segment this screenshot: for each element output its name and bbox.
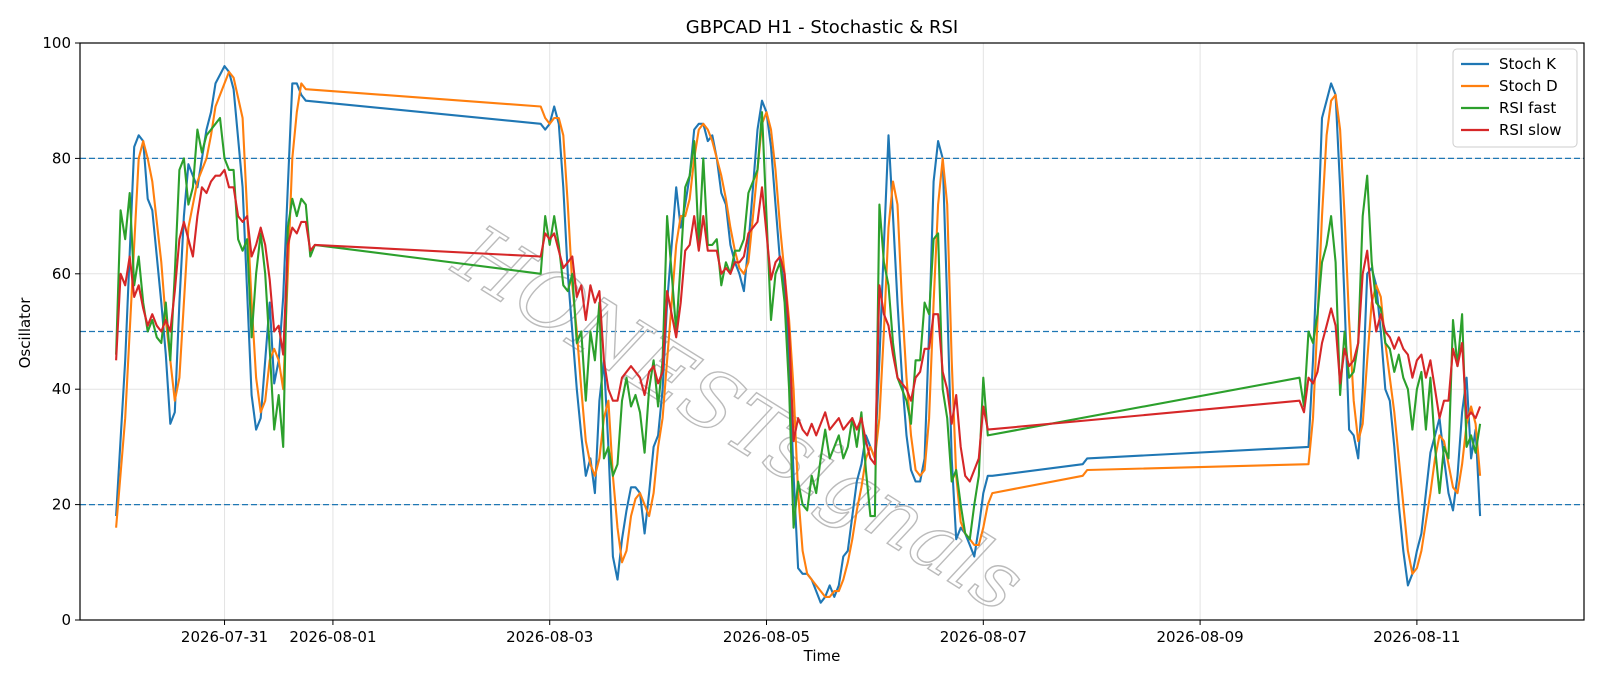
y-tick-label: 60: [52, 265, 71, 283]
legend-label: RSI fast: [1499, 99, 1556, 117]
axis-ticks: 0 20 40 60 80 100 2026-07-31 2026-08-01 2026-08-…: [42, 34, 1460, 646]
legend-box: [1452, 48, 1578, 148]
series-line-rsi-fast: [115, 111, 1482, 541]
legend: Stoch K Stoch D RSI fast RSI slow: [1452, 48, 1578, 148]
reference-lines: [80, 157, 1584, 506]
legend-label: Stoch K: [1499, 55, 1557, 73]
x-tick-label: 2026-08-11: [1373, 628, 1460, 646]
x-axis-label: Time: [803, 647, 841, 665]
y-tick-label: 100: [42, 34, 71, 52]
x-tick-label: 2026-07-31: [181, 628, 268, 646]
chart-title: GBPCAD H1 - Stochastic & RSI: [686, 17, 958, 38]
series-line-rsi-slow: [115, 168, 1482, 483]
y-tick-label: 20: [52, 496, 71, 514]
legend-label: RSI slow: [1499, 121, 1562, 139]
y-tick-label: 80: [52, 149, 71, 167]
x-tick-label: 2026-08-01: [289, 628, 376, 646]
plot-frame: [79, 42, 1585, 621]
legend-label: Stoch D: [1499, 77, 1558, 95]
x-tick-label: 2026-08-03: [506, 628, 593, 646]
series-lines: [115, 65, 1482, 604]
x-tick-label: 2026-08-09: [1157, 628, 1244, 646]
x-tick-label: 2026-08-05: [723, 628, 810, 646]
y-axis-label: Oscillator: [16, 297, 34, 369]
y-tick-label: 40: [52, 380, 71, 398]
y-tick-label: 0: [61, 611, 71, 629]
x-tick-label: 2026-08-07: [940, 628, 1027, 646]
